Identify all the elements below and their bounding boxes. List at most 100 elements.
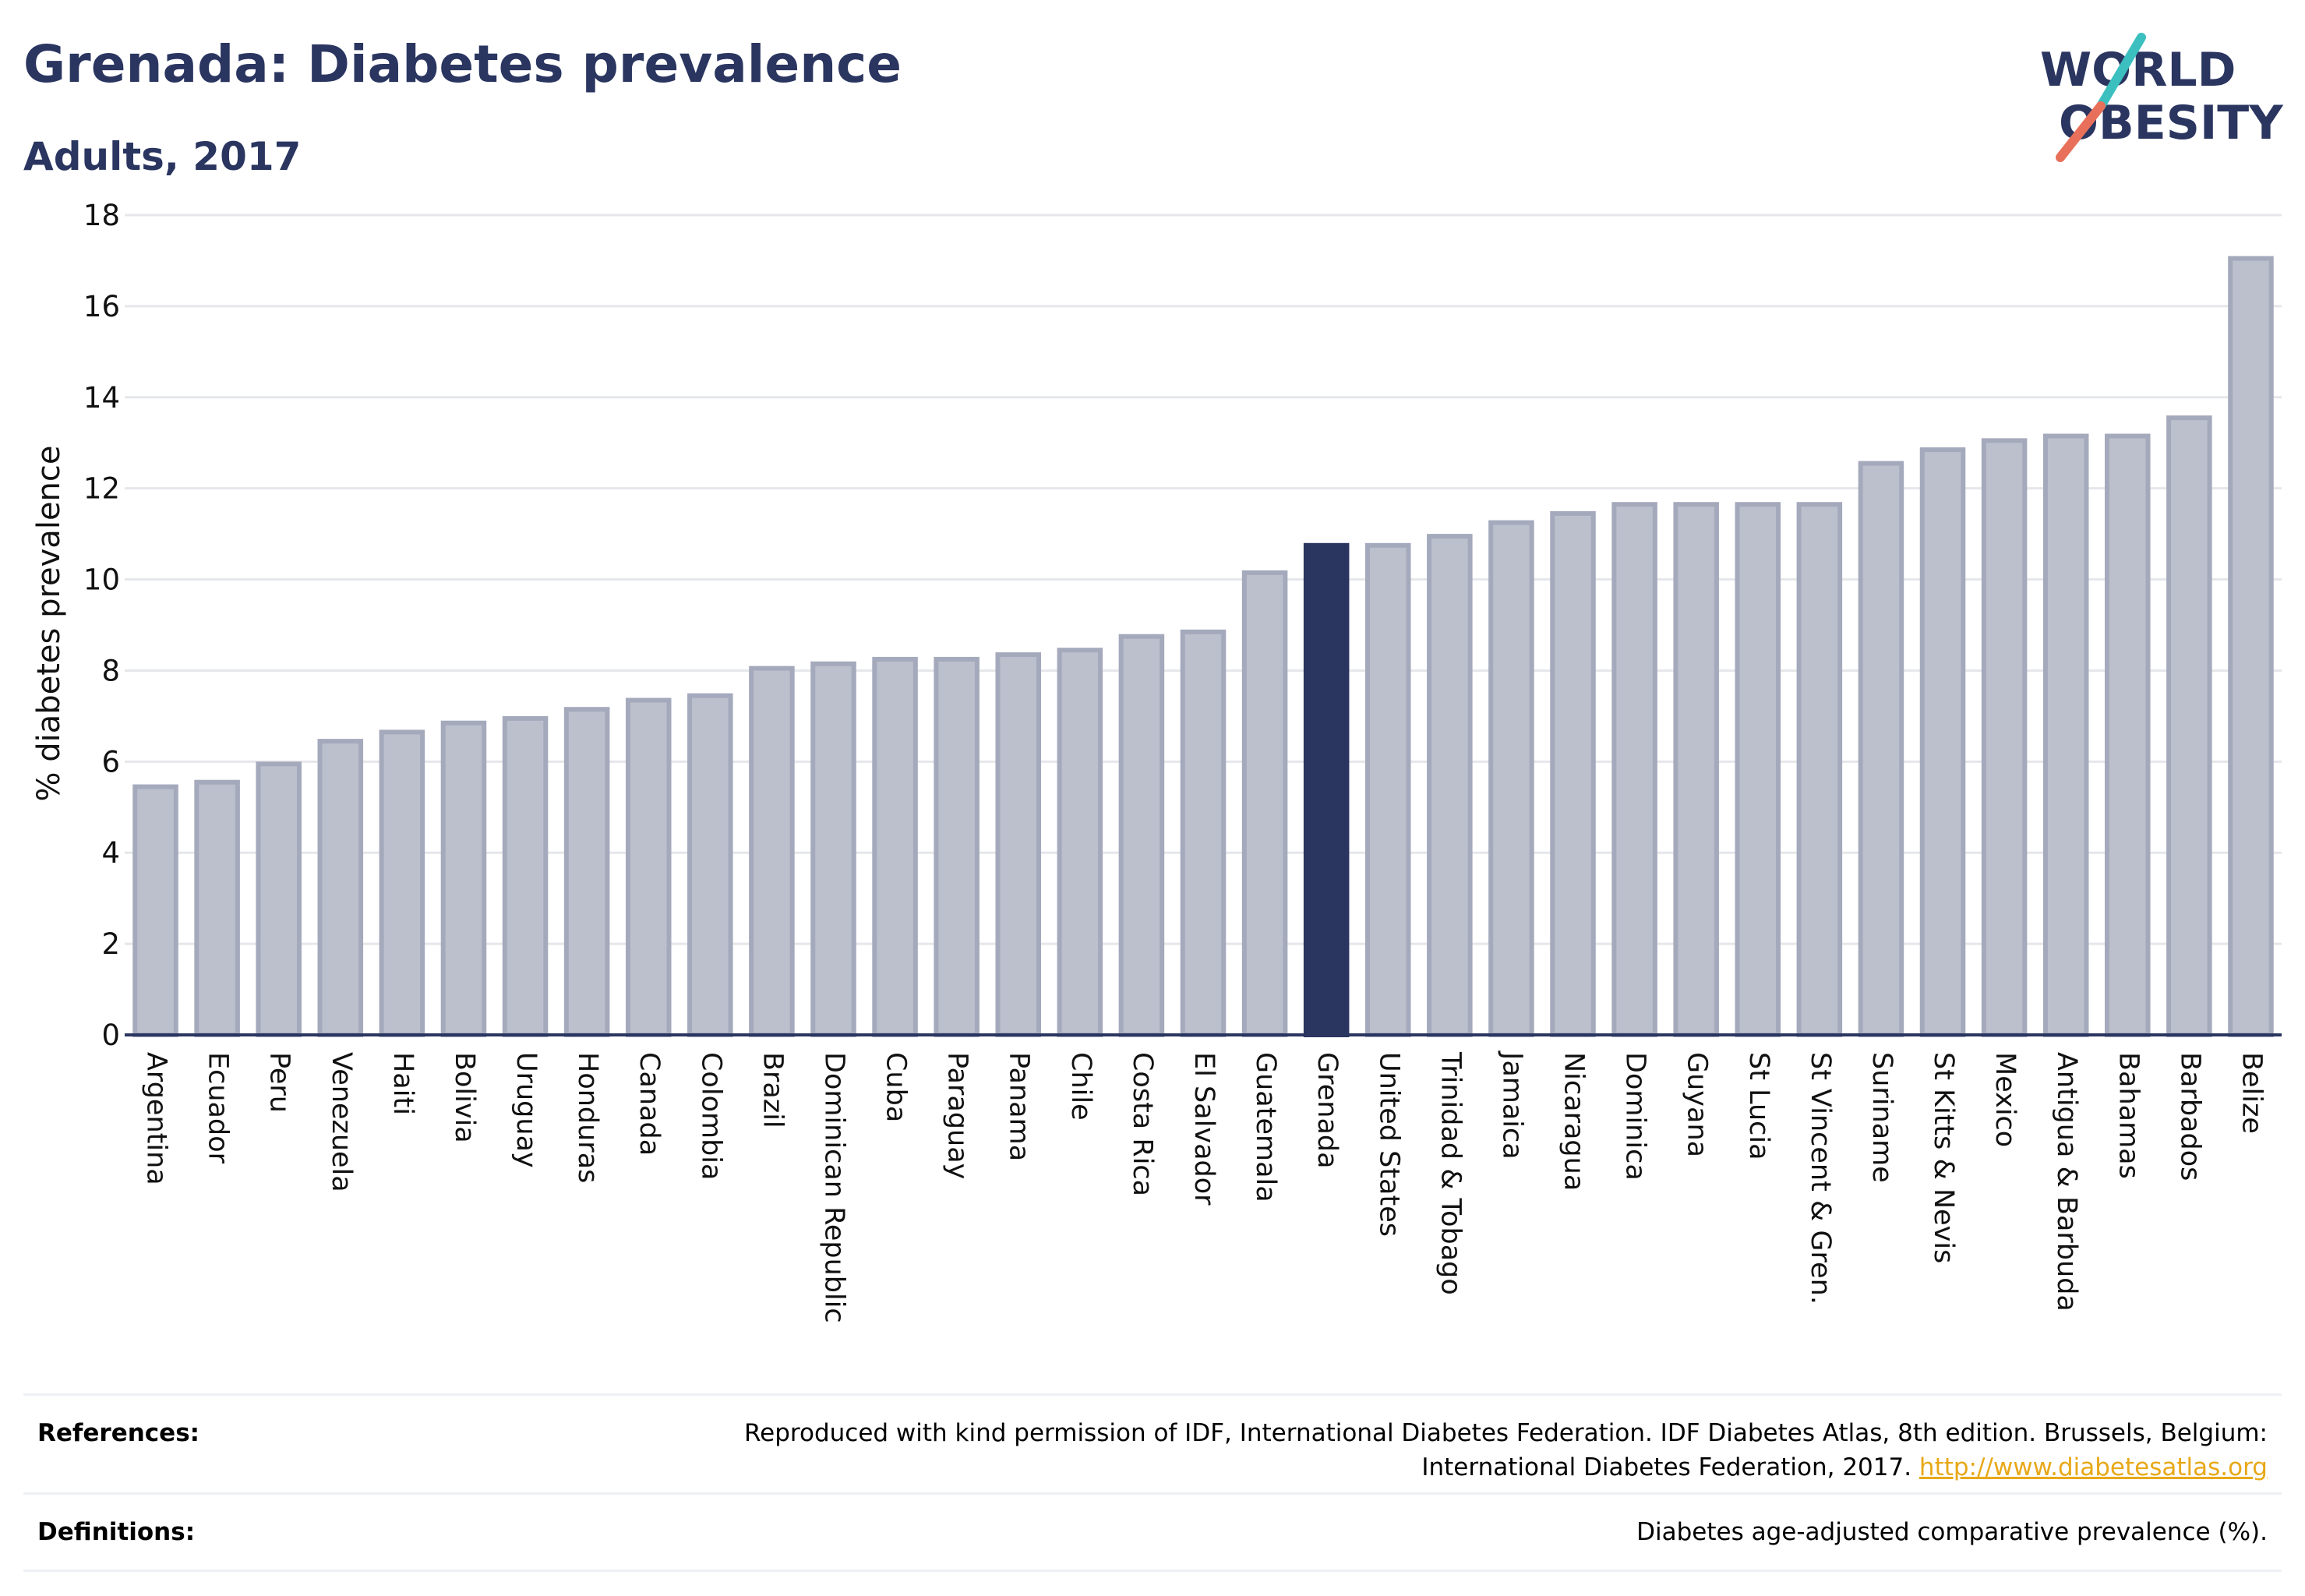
bar-nicaragua [1550, 510, 1596, 1037]
y-tick-label: 2 [101, 927, 120, 961]
y-tick-label: 0 [101, 1019, 120, 1052]
y-tick-label: 4 [101, 836, 120, 870]
x-tick-label: Suriname [1866, 1052, 1897, 1183]
x-tick-label: Paraguay [942, 1052, 973, 1179]
bar-canada [625, 697, 672, 1037]
x-tick-label: Honduras [572, 1052, 603, 1183]
references-line-2: International Diabetes Federation, 2017. [1421, 1453, 1919, 1481]
x-tick-label: Peru [264, 1052, 295, 1113]
y-tick-label: 12 [83, 472, 120, 506]
chart-subtitle: Adults, 2017 [23, 134, 302, 179]
chart-title: Grenada: Diabetes prevalence [23, 34, 902, 94]
x-tick-label: St Vincent & Gren. [1805, 1052, 1836, 1305]
references-text: Reproduced with kind permission of IDF, … [319, 1416, 2268, 1485]
x-tick-label: Dominica [1620, 1052, 1651, 1181]
references-link[interactable]: http://www.diabetesatlas.org [1918, 1453, 2268, 1481]
x-tick-label: Chile [1065, 1052, 1096, 1121]
x-tick-label: Mexico [1989, 1052, 2021, 1147]
x-tick-label: Venezuela [326, 1052, 357, 1192]
bar-colombia [687, 693, 733, 1038]
x-tick-label: Panama [1004, 1052, 1035, 1161]
x-tick-label: St Lucia [1743, 1052, 1774, 1160]
bar-mexico [1981, 438, 2028, 1037]
y-tick-label: 8 [101, 654, 120, 687]
bar-bolivia [440, 720, 487, 1037]
x-tick-label: Argentina [141, 1052, 172, 1185]
bar-uruguay [502, 715, 549, 1038]
bar-costa-rica [1118, 634, 1165, 1037]
x-tick-label: Ecuador [203, 1052, 234, 1164]
logo-slash-teal [2096, 33, 2146, 111]
bar-grenada [1303, 542, 1350, 1037]
bar-st-lucia [1735, 502, 1781, 1037]
bar-jamaica [1488, 520, 1534, 1038]
bar-haiti [379, 729, 425, 1038]
y-tick-label: 18 [83, 199, 120, 232]
x-tick-label: Guyana [1682, 1052, 1713, 1157]
divider [23, 1492, 2282, 1495]
x-tick-label: Belize [2236, 1052, 2267, 1134]
x-tick-label: Barbados [2174, 1052, 2205, 1181]
references-table: References: Reproduced with kind permiss… [23, 1393, 2282, 1572]
definitions-text: Diabetes age-adjusted comparative preval… [1636, 1518, 2268, 1546]
bar-guatemala [1241, 570, 1288, 1038]
definitions-row: Definitions: Diabetes age-adjusted compa… [23, 1495, 2282, 1570]
bar-chile [1057, 648, 1103, 1037]
x-tick-label: Dominican Republic [818, 1052, 849, 1323]
y-tick-label: 14 [83, 381, 120, 415]
bar-argentina [132, 784, 178, 1037]
x-tick-label: El Salvador [1188, 1052, 1220, 1206]
bar-antigua-barbuda [2042, 433, 2089, 1037]
x-tick-label: Trinidad & Tobago [1435, 1051, 1466, 1295]
bar-brazil [749, 666, 795, 1037]
x-tick-label: Grenada [1311, 1052, 1343, 1169]
bar-st-kitts-nevis [1919, 447, 1966, 1038]
divider [23, 1570, 2282, 1572]
references-line-1: Reproduced with kind permission of IDF, … [744, 1419, 2268, 1447]
bar-guyana [1673, 502, 1719, 1037]
y-tick-label: 16 [83, 290, 120, 323]
y-tick-label: 10 [83, 563, 120, 597]
bar-belize [2228, 256, 2274, 1038]
definitions-label: Definitions: [37, 1518, 196, 1546]
x-tick-label: Uruguay [510, 1052, 542, 1168]
bar-dominican-republic [810, 661, 856, 1037]
bar-panama [995, 652, 1042, 1037]
x-tick-label: St Kitts & Nevis [1928, 1052, 1959, 1263]
x-tick-label: United States [1373, 1052, 1404, 1237]
references-label: References: [37, 1419, 200, 1447]
bar-st-vincent-gren- [1796, 502, 1843, 1037]
x-tick-labels: Argentina Ecuador Peru Venezuela Haiti Bolivi… [141, 1050, 2268, 1323]
bar-dominica [1611, 502, 1657, 1037]
x-tick-label: Antigua & Barbuda [2051, 1052, 2082, 1312]
bar-united-states [1364, 542, 1411, 1037]
x-tick-label: Brazil [757, 1052, 788, 1128]
bar-cuba [872, 656, 918, 1038]
x-tick-label: Nicaragua [1558, 1052, 1590, 1191]
bar-bahamas [2105, 433, 2151, 1037]
divider [23, 1393, 2282, 1396]
x-tick-label: Bolivia [449, 1052, 480, 1143]
x-tick-label: Bahamas [2113, 1052, 2144, 1179]
bar-venezuela [317, 739, 364, 1037]
bars [132, 256, 2274, 1038]
bar-honduras [563, 707, 610, 1037]
y-axis-label: % diabetes prevalence [31, 445, 67, 801]
y-tick-labels: 0 2 4 6 8 10 12 14 16 18 [83, 199, 120, 1052]
x-tick-label: Colombia [695, 1052, 726, 1180]
x-tick-label: Guatemala [1250, 1052, 1281, 1202]
bar-trinidad-tobago [1427, 534, 1473, 1038]
bar-paraguay [934, 656, 980, 1038]
x-tick-label: Canada [634, 1052, 665, 1156]
bar-barbados [2166, 415, 2212, 1037]
references-row: References: Reproduced with kind permiss… [23, 1396, 2282, 1492]
x-tick-label: Haiti [387, 1052, 418, 1115]
bar-el-salvador [1180, 629, 1227, 1037]
x-tick-label: Cuba [881, 1052, 912, 1122]
bar-ecuador [194, 779, 240, 1037]
bar-peru [256, 761, 302, 1037]
bar-suriname [1858, 461, 1904, 1038]
logo-slash-coral [2056, 101, 2106, 162]
world-obesity-logo: WORLD OBESITY [2040, 33, 2284, 162]
x-tick-label: Jamaica [1496, 1050, 1527, 1160]
